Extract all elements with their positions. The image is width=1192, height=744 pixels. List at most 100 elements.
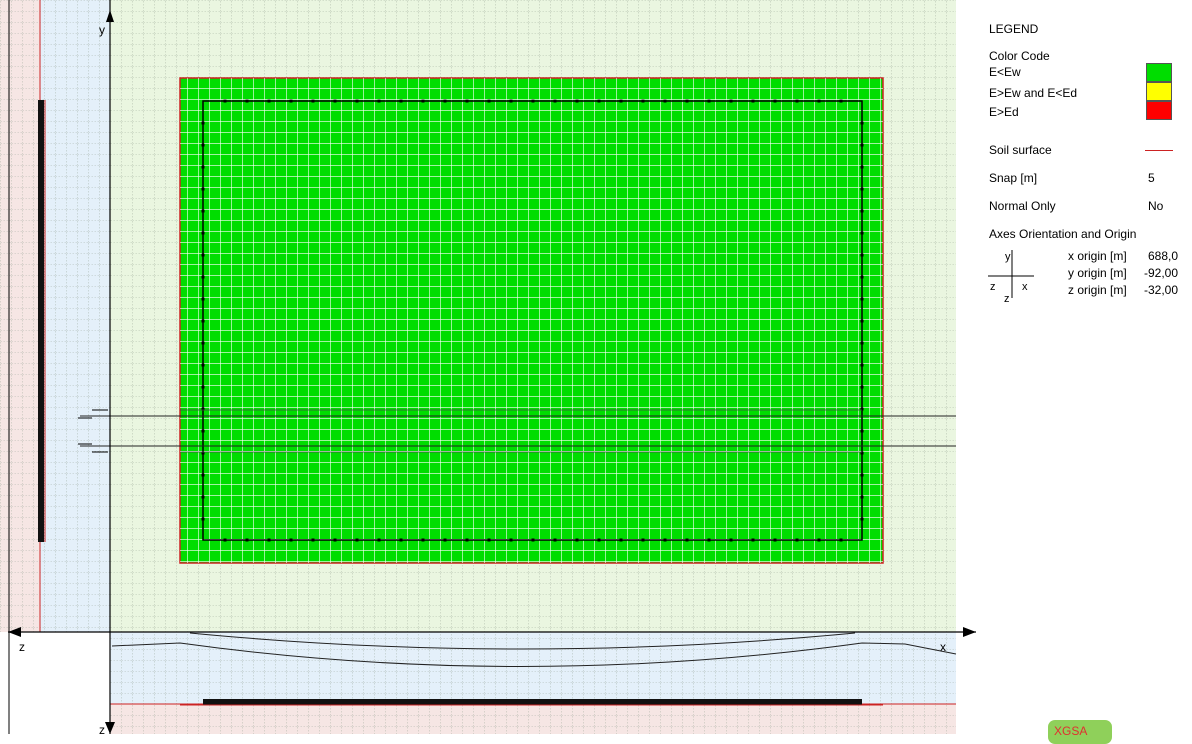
- section-curve-upper: [189, 632, 856, 650]
- corner-background: [0, 632, 110, 734]
- electrode-dot: [201, 209, 205, 213]
- electrode-dot: [860, 429, 864, 433]
- electrode-dot: [641, 99, 645, 103]
- electrode-dot: [860, 253, 864, 257]
- axes-orientation-title: Axes Orientation and Origin: [989, 227, 1137, 241]
- electrode-dot: [860, 209, 864, 213]
- electrode-dot: [201, 407, 205, 411]
- x-axis-arrow: [963, 627, 976, 637]
- axes-orientation-icon: y z x z: [988, 250, 1034, 305]
- electrode-dot: [201, 165, 205, 169]
- electrode-dot: [641, 538, 645, 542]
- electrode-dot: [289, 538, 293, 542]
- electrode-dot: [399, 99, 403, 103]
- electrode-dot: [619, 538, 623, 542]
- electrode-dot: [399, 538, 403, 542]
- electrode-dot: [663, 538, 667, 542]
- electrode-dot: [443, 99, 447, 103]
- electrode-dot: [707, 538, 711, 542]
- electrode-dot: [201, 517, 205, 521]
- axis-label-y: y: [99, 23, 105, 37]
- electrode-dot: [201, 451, 205, 455]
- legend-item-yellow-label: E>Ew and E<Ed: [989, 86, 1078, 100]
- electrode-dot: [267, 99, 271, 103]
- electrode-dot: [333, 538, 337, 542]
- electrode-dot: [860, 319, 864, 323]
- y-origin-value: -92,00: [1144, 266, 1179, 280]
- electrode-dot: [201, 363, 205, 367]
- color-code-label: Color Code: [989, 49, 1050, 63]
- legend-swatch-red: [1146, 101, 1172, 120]
- electrode-dot: [619, 99, 623, 103]
- electrode-dot: [553, 538, 557, 542]
- electrode-dot: [860, 451, 864, 455]
- svg-text:y: y: [1005, 251, 1011, 263]
- snap-label: Snap [m]: [989, 171, 1038, 185]
- electrode-dot: [685, 538, 689, 542]
- electrode-dot: [311, 538, 315, 542]
- electrode-dot: [201, 429, 205, 433]
- electrode-dot: [201, 143, 205, 147]
- electrode-dot: [773, 99, 777, 103]
- svg-text:z: z: [1004, 293, 1010, 305]
- electrode-dot: [201, 297, 205, 301]
- side-view-electrode[interactable]: [38, 100, 44, 542]
- electrode-dot: [860, 363, 864, 367]
- electrode-dot: [597, 538, 601, 542]
- soil-surface-swatch: [1145, 150, 1173, 151]
- electrode-dot: [333, 99, 337, 103]
- electrode-dot: [531, 99, 535, 103]
- electrode-dot: [201, 319, 205, 323]
- electrode-dot: [795, 538, 799, 542]
- electrode-dot: [860, 187, 864, 191]
- z-origin-label: z origin [m]: [1068, 283, 1127, 297]
- electrode-dot: [201, 121, 205, 125]
- x-origin-label: x origin [m]: [1068, 249, 1127, 263]
- electrode-dot: [201, 385, 205, 389]
- electrode-dot: [421, 538, 425, 542]
- electrode-dot: [201, 253, 205, 257]
- normal-only-value: No: [1148, 199, 1164, 213]
- svg-text:x: x: [1022, 281, 1028, 293]
- axis-label-z-bottom: z: [99, 723, 105, 734]
- electrode-dot: [201, 473, 205, 477]
- z-origin-value: -32,00: [1144, 283, 1179, 297]
- legend-item-red-label: E>Ed: [989, 105, 1019, 119]
- electrode-points: [201, 99, 864, 542]
- electrode-dot: [245, 99, 249, 103]
- electrode-dot: [860, 407, 864, 411]
- electrode-dot: [773, 538, 777, 542]
- electrode-dot: [860, 517, 864, 521]
- electrode-dot: [443, 538, 447, 542]
- electrode-dot: [860, 495, 864, 499]
- electrode-dot: [663, 99, 667, 103]
- electrode-dot: [839, 538, 843, 542]
- electrode-dot: [465, 538, 469, 542]
- electrode-dot: [860, 275, 864, 279]
- cable-terminals: [78, 409, 108, 453]
- electrode-dot: [355, 99, 359, 103]
- normal-only-label: Normal Only: [989, 199, 1056, 213]
- grounding-mesh: [180, 78, 883, 563]
- electrode-dot: [487, 538, 491, 542]
- electrode-dot: [860, 341, 864, 345]
- electrode-dot: [223, 538, 227, 542]
- legend-swatch-green: [1146, 63, 1172, 82]
- electrode-dot: [509, 99, 513, 103]
- electrode-dot: [355, 538, 359, 542]
- axis-label-z-left: z: [19, 640, 25, 654]
- electrode-dot: [245, 538, 249, 542]
- electrode-dot: [751, 99, 755, 103]
- x-origin-value: 688,0: [1148, 249, 1179, 263]
- electrode-dot: [509, 538, 513, 542]
- electrode-dot: [839, 99, 843, 103]
- electrode-dot: [729, 99, 733, 103]
- electrode-dot: [465, 99, 469, 103]
- section-view-electrode[interactable]: [203, 699, 862, 705]
- electrode-dot: [685, 99, 689, 103]
- electrode-dot: [201, 341, 205, 345]
- snap-value: 5: [1148, 171, 1155, 185]
- y-origin-label: y origin [m]: [1068, 266, 1127, 280]
- electrode-dot: [201, 187, 205, 191]
